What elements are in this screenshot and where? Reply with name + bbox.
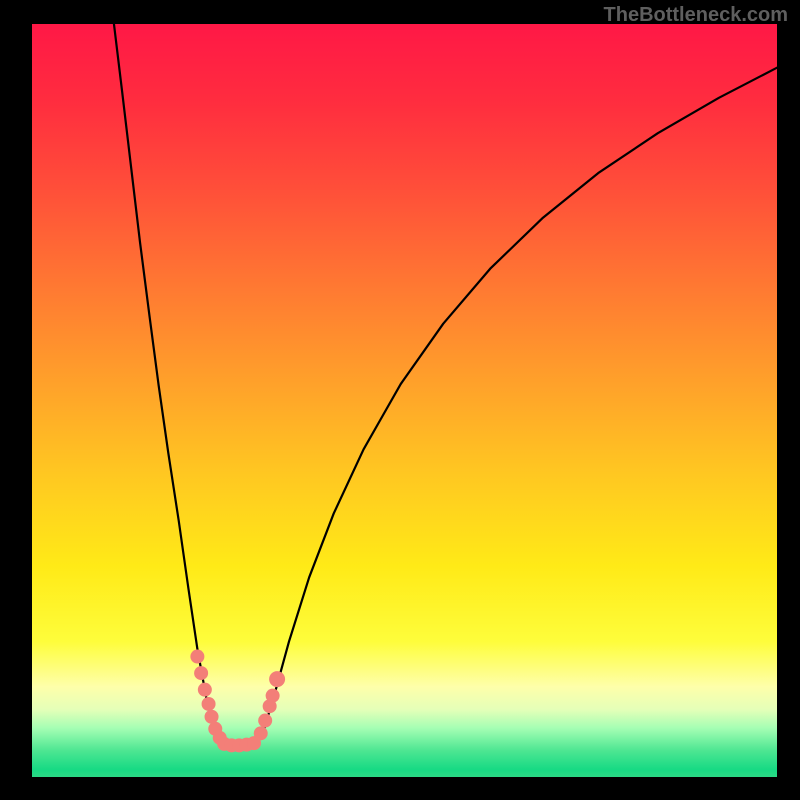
chart-container: TheBottleneck.com [0, 0, 800, 800]
data-point-marker [202, 697, 216, 711]
data-point-marker [266, 689, 280, 703]
data-point-marker [190, 650, 204, 664]
data-point-marker [194, 666, 208, 680]
data-point-marker [269, 671, 285, 687]
gradient-background [32, 24, 777, 777]
data-point-marker [254, 726, 268, 740]
data-point-marker [205, 710, 219, 724]
marker-cluster-bottom [217, 736, 261, 752]
data-point-marker [258, 714, 272, 728]
watermark-text: TheBottleneck.com [604, 4, 788, 27]
data-point-marker [198, 683, 212, 697]
bottleneck-chart [32, 24, 777, 777]
